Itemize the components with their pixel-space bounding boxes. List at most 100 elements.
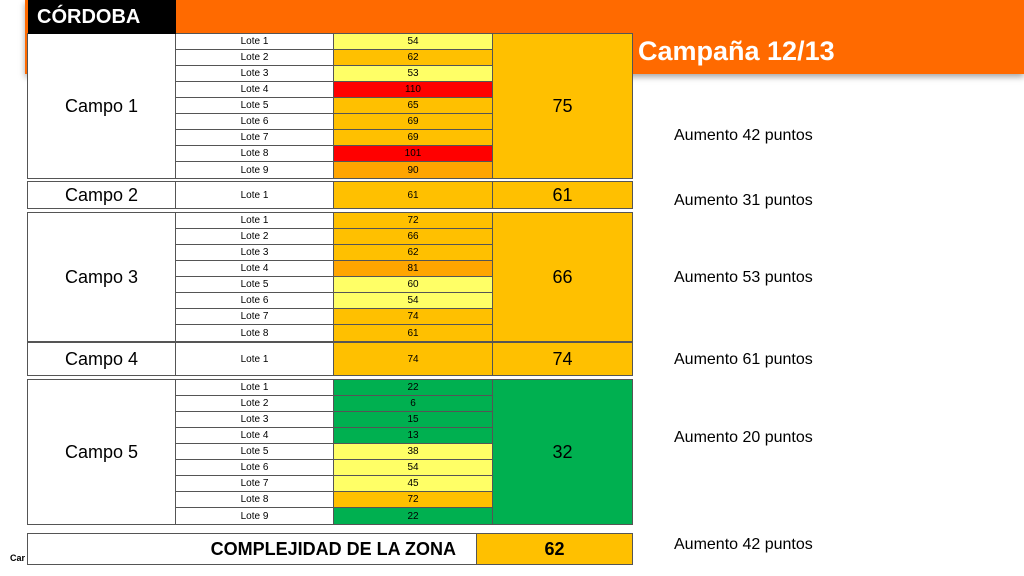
lote-name: Lote 2 (176, 229, 334, 244)
lote-value: 22 (334, 380, 492, 395)
lote-row: Lote 3 62 (176, 245, 492, 261)
lote-list: Lote 1 74 (176, 343, 492, 375)
lote-name: Lote 1 (176, 343, 334, 375)
lote-name: Lote 8 (176, 146, 334, 161)
lote-value: 45 (334, 476, 492, 491)
lote-row: Lote 4 110 (176, 82, 492, 98)
lote-row: Lote 4 81 (176, 261, 492, 277)
lote-name: Lote 5 (176, 444, 334, 459)
lote-row: Lote 5 60 (176, 277, 492, 293)
lote-row: Lote 1 72 (176, 213, 492, 229)
lote-value: 72 (334, 213, 492, 228)
lote-value: 90 (334, 162, 492, 178)
campo-name: Campo 5 (28, 380, 176, 524)
lote-value: 65 (334, 98, 492, 113)
campo-average: 74 (492, 343, 632, 375)
lote-row: Lote 6 69 (176, 114, 492, 130)
campo-block: Campo 5 Lote 1 22 Lote 2 6 Lote 3 15 Lote 4 13 L… (27, 379, 633, 525)
lote-name: Lote 3 (176, 66, 334, 81)
complexity-value: 62 (477, 534, 632, 564)
lote-name: Lote 5 (176, 277, 334, 292)
lote-row: Lote 4 13 (176, 428, 492, 444)
campo-name: Campo 3 (28, 213, 176, 341)
lote-value: 74 (334, 309, 492, 324)
lote-row: Lote 6 54 (176, 293, 492, 309)
lote-row: Lote 3 53 (176, 66, 492, 82)
lote-list: Lote 1 61 (176, 182, 492, 208)
lote-name: Lote 6 (176, 114, 334, 129)
increase-note: Aumento 31 puntos (674, 192, 813, 209)
lote-name: Lote 8 (176, 492, 334, 507)
campo-average: 75 (492, 34, 632, 178)
lote-name: Lote 9 (176, 508, 334, 524)
lote-value: 66 (334, 229, 492, 244)
lote-value: 61 (334, 182, 492, 208)
campo-block: Campo 4 Lote 1 74 74 (27, 342, 633, 376)
lote-row: Lote 6 54 (176, 460, 492, 476)
lote-name: Lote 2 (176, 50, 334, 65)
lote-row: Lote 5 65 (176, 98, 492, 114)
lote-name: Lote 8 (176, 325, 334, 341)
lote-row: Lote 5 38 (176, 444, 492, 460)
lote-value: 72 (334, 492, 492, 507)
lote-row: Lote 8 101 (176, 146, 492, 162)
lote-name: Lote 5 (176, 98, 334, 113)
increase-note: Aumento 42 puntos (674, 536, 813, 553)
lote-row: Lote 1 61 (176, 182, 492, 208)
footer-text: Car (10, 553, 26, 563)
lote-name: Lote 1 (176, 182, 334, 208)
lote-row: Lote 2 66 (176, 229, 492, 245)
lote-list: Lote 1 72 Lote 2 66 Lote 3 62 Lote 4 81 Lote 5 60… (176, 213, 492, 341)
campo-block: Campo 2 Lote 1 61 61 (27, 181, 633, 209)
lote-name: Lote 2 (176, 396, 334, 411)
lote-value: 13 (334, 428, 492, 443)
lote-value: 110 (334, 82, 492, 97)
lote-value: 54 (334, 293, 492, 308)
lote-value: 81 (334, 261, 492, 276)
lote-value: 69 (334, 114, 492, 129)
lote-name: Lote 7 (176, 476, 334, 491)
lote-value: 54 (334, 460, 492, 475)
lote-row: Lote 2 62 (176, 50, 492, 66)
increase-note: Aumento 53 puntos (674, 269, 813, 286)
lote-row: Lote 7 45 (176, 476, 492, 492)
lote-value: 62 (334, 245, 492, 260)
campo-average: 66 (492, 213, 632, 341)
lote-list: Lote 1 22 Lote 2 6 Lote 3 15 Lote 4 13 Lote 5 38 L… (176, 380, 492, 524)
campo-name: Campo 4 (28, 343, 176, 375)
lote-row: Lote 7 69 (176, 130, 492, 146)
lote-name: Lote 4 (176, 428, 334, 443)
lote-value: 38 (334, 444, 492, 459)
lote-name: Lote 1 (176, 380, 334, 395)
lote-value: 15 (334, 412, 492, 427)
campo-average: 61 (492, 182, 632, 208)
lote-value: 22 (334, 508, 492, 524)
lote-name: Lote 7 (176, 130, 334, 145)
campo-name: Campo 2 (28, 182, 176, 208)
lote-name: Lote 6 (176, 293, 334, 308)
region-title: CÓRDOBA (28, 0, 176, 34)
complexity-label: COMPLEJIDAD DE LA ZONA (28, 534, 477, 564)
lote-name: Lote 9 (176, 162, 334, 178)
complexity-row: COMPLEJIDAD DE LA ZONA 62 (27, 533, 633, 565)
campo-block: Campo 3 Lote 1 72 Lote 2 66 Lote 3 62 Lote 4 81… (27, 212, 633, 342)
lote-value: 62 (334, 50, 492, 65)
lote-name: Lote 7 (176, 309, 334, 324)
lote-value: 6 (334, 396, 492, 411)
lote-name: Lote 3 (176, 245, 334, 260)
increase-note: Aumento 42 puntos (674, 127, 813, 144)
lote-name: Lote 1 (176, 34, 334, 49)
lote-value: 54 (334, 34, 492, 49)
lote-name: Lote 4 (176, 261, 334, 276)
lote-value: 101 (334, 146, 492, 161)
lote-row: Lote 1 74 (176, 343, 492, 375)
increase-note: Aumento 20 puntos (674, 429, 813, 446)
lote-row: Lote 7 74 (176, 309, 492, 325)
campo-name: Campo 1 (28, 34, 176, 178)
lote-row: Lote 8 72 (176, 492, 492, 508)
lote-row: Lote 1 54 (176, 34, 492, 50)
lote-name: Lote 4 (176, 82, 334, 97)
campo-block: Campo 1 Lote 1 54 Lote 2 62 Lote 3 53 Lote 4 11… (27, 33, 633, 179)
